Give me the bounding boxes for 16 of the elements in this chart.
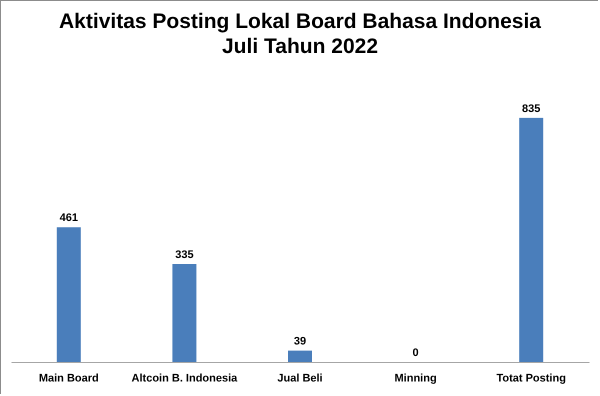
data-label: 835 [522, 102, 540, 115]
data-label: 335 [175, 249, 194, 262]
bar [519, 118, 544, 362]
chart-subtitle: Juli Tahun 2022 [222, 35, 378, 58]
x-tick-label: Totat Posting [496, 372, 566, 384]
data-label: 39 [294, 336, 306, 348]
bar [172, 264, 196, 362]
chart-title: Aktivitas Posting Lokal Board Bahasa Indonesia [59, 10, 542, 33]
x-tick-label: Jual Beli [277, 372, 323, 384]
bar [56, 227, 81, 362]
x-tick-label: Main Board [38, 372, 99, 384]
x-tick-label: Minning [394, 372, 437, 384]
data-label: 461 [60, 212, 78, 224]
x-tick-label: Altcoin B. Indonesia [132, 372, 238, 384]
data-label: 0 [412, 347, 419, 359]
bar [288, 350, 312, 362]
